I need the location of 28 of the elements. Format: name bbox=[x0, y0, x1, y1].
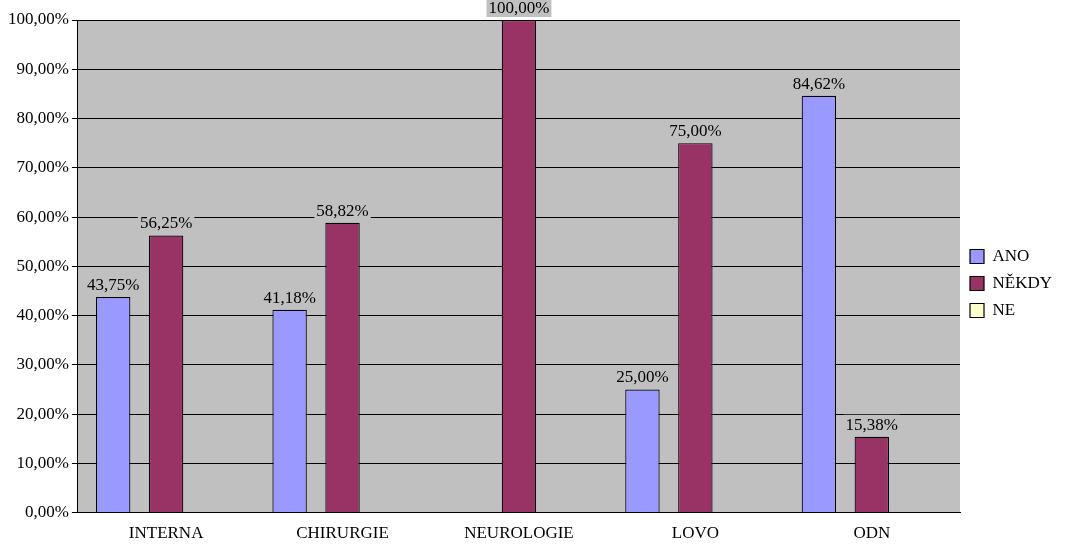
data-label: 41,18% bbox=[263, 287, 316, 307]
y-tick-label: 90,00% bbox=[16, 58, 69, 78]
data-label: 25,00% bbox=[616, 367, 669, 387]
data-label: 56,25% bbox=[139, 213, 193, 233]
data-label: 84,62% bbox=[792, 73, 846, 93]
legend-label: NE bbox=[992, 299, 1016, 319]
y-tick-label: 10,00% bbox=[16, 452, 69, 472]
legend-label: NĚKDY bbox=[992, 272, 1053, 292]
y-tick-label: 50,00% bbox=[16, 255, 69, 275]
y-tick-label: 80,00% bbox=[16, 107, 69, 127]
x-tick-label: NEUROLOGIE bbox=[464, 523, 574, 543]
y-tick-label: 70,00% bbox=[16, 157, 69, 177]
legend-label: ANO bbox=[992, 245, 1030, 265]
y-tick-label: 20,00% bbox=[16, 403, 69, 423]
data-label: 75,00% bbox=[669, 121, 722, 141]
data-label: 58,82% bbox=[316, 200, 369, 220]
x-tick-label: INTERNA bbox=[128, 523, 205, 543]
y-tick-label: 30,00% bbox=[16, 354, 69, 374]
x-tick-label: ODN bbox=[853, 523, 891, 543]
y-tick-label: 60,00% bbox=[16, 206, 69, 226]
data-label: 43,75% bbox=[86, 275, 140, 295]
y-tick-label: 40,00% bbox=[16, 305, 69, 325]
y-tick-label: 100,00% bbox=[7, 9, 69, 29]
data-label: 100,00% bbox=[488, 0, 550, 17]
x-tick-label: CHIRURGIE bbox=[296, 523, 389, 543]
data-label: 15,38% bbox=[845, 414, 899, 434]
x-tick-label: LOVO bbox=[671, 523, 719, 543]
y-tick-label: 0,00% bbox=[24, 502, 69, 522]
